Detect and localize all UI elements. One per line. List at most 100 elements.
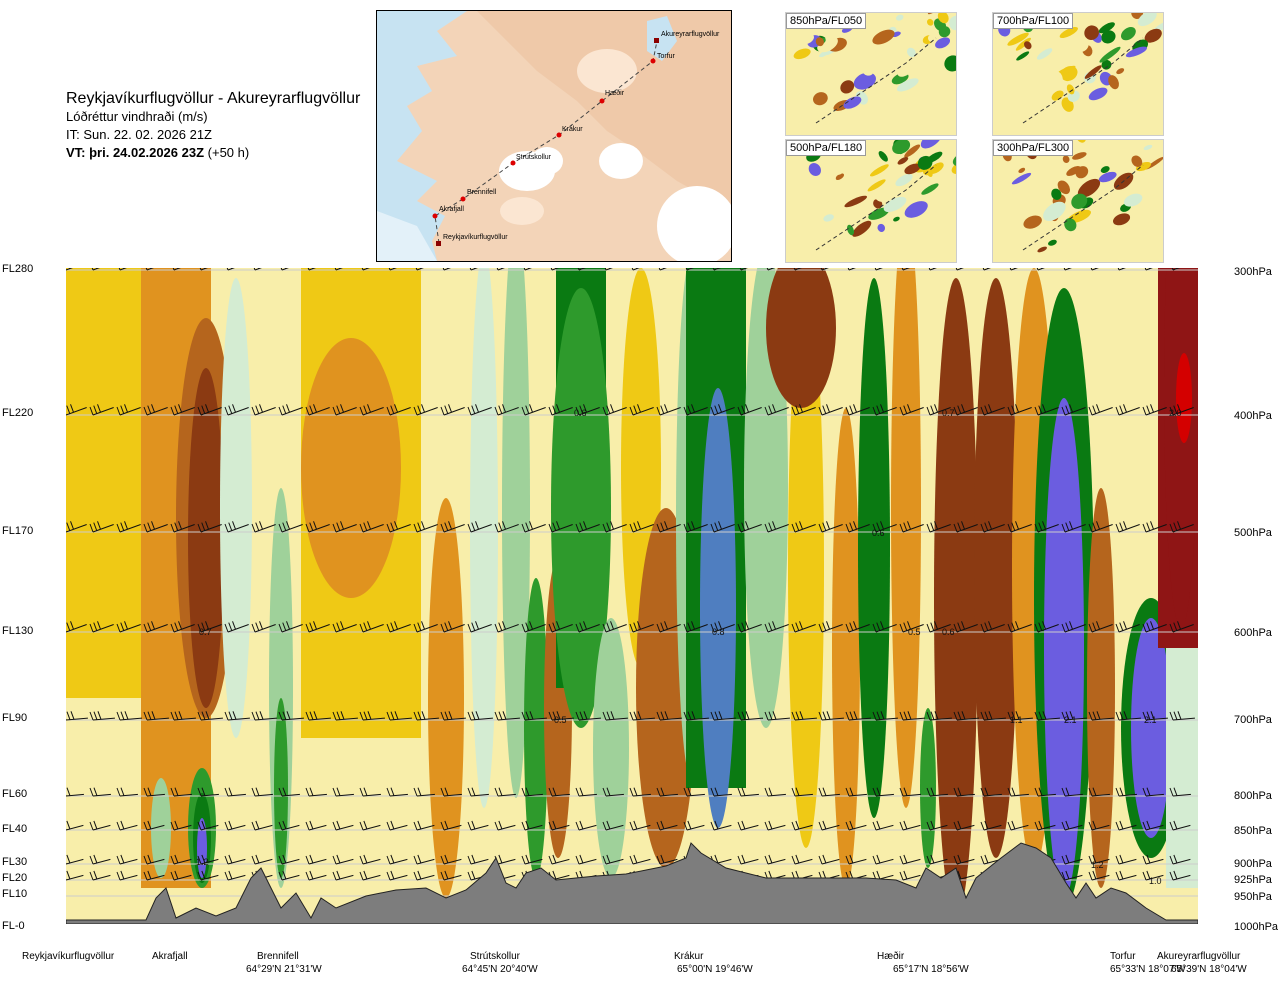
- wind-barb-shaft: [497, 858, 516, 865]
- wind-barb-shaft: [821, 824, 840, 831]
- wind-barb-feather: [93, 405, 98, 414]
- wind-barb-shaft: [632, 793, 651, 797]
- wind-barb-feather: [579, 622, 584, 631]
- wind-barb-feather: [498, 711, 503, 720]
- wind-barb-feather: [822, 854, 827, 864]
- wind-barb-feather: [745, 521, 749, 530]
- mini-map-blob: [1064, 218, 1077, 232]
- wind-barb-feather: [880, 404, 884, 413]
- wind-barb-feather: [930, 787, 935, 796]
- hpa-label: 925hPa: [1234, 874, 1272, 886]
- wind-barb-feather: [251, 523, 256, 533]
- wind-barb-shaft: [929, 793, 948, 797]
- wind-barb-feather: [710, 523, 715, 533]
- mini-map-blob: [1011, 172, 1032, 185]
- wind-barb-feather: [687, 405, 692, 414]
- wind-barb-feather: [957, 522, 962, 531]
- mini-map-blob: [1034, 184, 1045, 196]
- wind-barb-feather: [741, 405, 746, 414]
- wind-barb-shaft: [92, 874, 111, 881]
- mini-map-blob: [1030, 61, 1052, 79]
- mini-map-blob: [1145, 156, 1163, 170]
- wind-barb-feather: [1173, 820, 1178, 830]
- value-label: 2.1: [1144, 715, 1157, 725]
- wind-barb-feather: [745, 621, 749, 630]
- mini-map-blob: [929, 162, 944, 174]
- wind-barb-feather: [741, 622, 746, 631]
- wind-barb-feather: [660, 405, 665, 414]
- wind-barb-feather: [278, 787, 283, 797]
- mini-map-blob: [1007, 32, 1029, 46]
- wind-barb-feather: [413, 855, 418, 865]
- wind-barb-feather: [1061, 623, 1066, 633]
- wind-barb-feather: [1173, 622, 1178, 631]
- wind-barb-feather: [953, 406, 958, 416]
- wind-barb-feather: [390, 820, 395, 830]
- wind-barb-feather: [899, 406, 904, 416]
- mini-map-blob: [1077, 178, 1101, 198]
- map-label-akureyri: Akureyrarflugvöllur: [661, 31, 720, 38]
- wind-barb-feather: [386, 855, 391, 865]
- wind-barb-feather: [602, 406, 607, 416]
- wind-barb-shaft: [902, 858, 921, 865]
- wind-barb-feather: [444, 405, 449, 414]
- wind-barb-feather: [984, 622, 989, 631]
- wind-barb-feather: [1119, 870, 1124, 880]
- wind-barb-feather: [822, 405, 827, 414]
- wind-barb-feather: [818, 406, 823, 416]
- wind-barb-feather: [880, 711, 885, 720]
- wind-barb-feather: [741, 787, 746, 796]
- wind-barb-feather: [764, 855, 769, 865]
- wind-barb-feather: [336, 522, 341, 531]
- wind-barb-feather: [251, 855, 256, 865]
- wind-barb-feather: [359, 787, 364, 797]
- mini-map-background: [993, 13, 1163, 135]
- wind-barb-feather: [118, 268, 121, 271]
- hpa-label: 950hPa: [1234, 891, 1272, 903]
- wind-barb-feather: [390, 787, 395, 796]
- mini-map-blob: [1051, 188, 1062, 200]
- value-labels: 0.6 0.7 2.0 0.6 0.7 0.8 0.5 0.6 0.5 1.1 …: [196, 408, 1182, 886]
- wind-barb-feather: [143, 871, 148, 881]
- wind-barb-feather: [201, 854, 206, 864]
- wind-barb-feather: [93, 870, 98, 880]
- wind-barb-feather: [1115, 406, 1120, 416]
- mini-map-blob: [1055, 65, 1076, 76]
- wind-barb-feather: [1009, 268, 1012, 271]
- wind-barb-feather: [336, 870, 341, 880]
- wind-barb-feather: [988, 521, 992, 530]
- wind-barb-feather: [791, 821, 796, 831]
- wind-barb-feather: [224, 821, 229, 831]
- wind-barb-feather: [1096, 711, 1101, 720]
- chart-title: Reykjavíkurflugvöllur - Akureyrarflugvöl…: [66, 90, 361, 107]
- wind-barb-feather: [1011, 622, 1016, 631]
- wind-barb-feather: [305, 821, 310, 831]
- wind-barb-feather: [1092, 787, 1097, 796]
- wind-barb-feather: [602, 623, 607, 633]
- mini-map-blob: [1048, 239, 1057, 246]
- wind-barb-feather: [93, 854, 98, 864]
- mini-map-500: 500hPa/FL180: [785, 139, 957, 263]
- wind-barb-feather: [1177, 621, 1181, 630]
- wind-barb-feather: [151, 521, 155, 530]
- wind-barb-feather: [660, 622, 665, 631]
- wind-barb-feather: [502, 521, 506, 530]
- wind-barb-feather: [286, 521, 290, 530]
- mini-map-blob: [878, 151, 888, 162]
- wind-barb-feather: [1092, 622, 1097, 631]
- wind-barb-feather: [1150, 711, 1155, 720]
- wind-barb-feather: [656, 523, 661, 533]
- mini-map-blob: [865, 13, 882, 21]
- wind-barb-feather: [1092, 522, 1097, 531]
- wind-barb-feather: [1088, 523, 1093, 533]
- wind-barb-feather: [309, 622, 314, 631]
- wind-barb-feather: [255, 820, 260, 830]
- wind-barb-feather: [853, 621, 857, 630]
- wind-barb-feather: [313, 711, 318, 720]
- wind-barb-feather: [363, 820, 368, 830]
- wind-barb-feather: [66, 870, 71, 880]
- wind-barb-feather: [529, 711, 534, 720]
- mini-map-blob: [1066, 166, 1081, 176]
- hpa-label: 900hPa: [1234, 858, 1272, 870]
- wind-barb-feather: [637, 621, 641, 630]
